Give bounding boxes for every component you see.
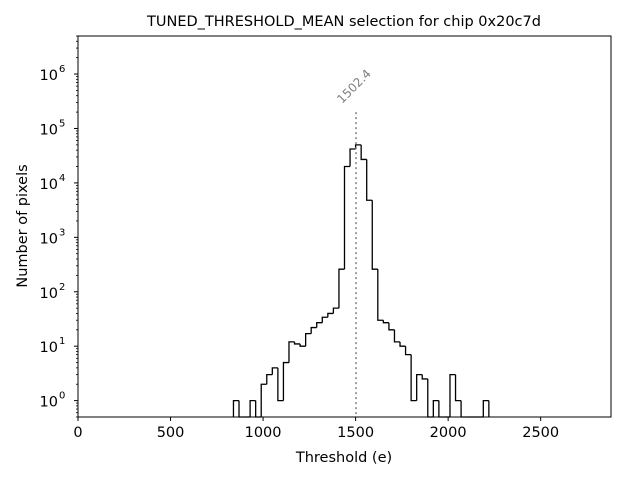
y-tick-label-exponent: 3 <box>59 227 65 238</box>
histogram-bin <box>343 165 351 270</box>
y-axis-label: Number of pixels <box>15 164 31 287</box>
histogram-bin <box>327 312 334 318</box>
y-tick-label: 10 <box>40 286 58 302</box>
histogram-bin <box>271 367 278 375</box>
histogram-bin <box>393 329 401 343</box>
histogram-bin <box>416 374 423 401</box>
histogram-bin <box>360 144 367 161</box>
y-tick-label: 10 <box>40 395 58 411</box>
y-tick-label: 10 <box>40 68 58 84</box>
y-tick-label: 10 <box>40 340 58 356</box>
histogram-bin <box>266 374 273 385</box>
histogram-bin <box>316 322 323 328</box>
histogram-bin <box>454 374 462 402</box>
y-tick-label-exponent: 2 <box>59 282 65 293</box>
histogram-bin <box>349 148 356 167</box>
histogram-bin <box>421 374 428 380</box>
y-tick-label: 10 <box>40 177 58 193</box>
histogram-bin <box>388 322 395 331</box>
histogram-bin <box>482 399 489 417</box>
histogram-bin <box>332 307 339 314</box>
histogram-bin <box>399 341 406 347</box>
y-tick-label-exponent: 4 <box>59 173 65 184</box>
x-tick-label: 500 <box>157 425 185 441</box>
histogram-bin <box>377 269 384 321</box>
histogram-bin <box>293 341 301 345</box>
y-tick-label-exponent: 0 <box>59 391 65 402</box>
x-tick-label: 1500 <box>337 425 374 441</box>
histogram-bin <box>382 320 389 324</box>
histogram-bin <box>299 343 306 347</box>
histogram-bin <box>338 268 345 309</box>
histogram-bin <box>432 399 439 417</box>
x-tick-label: 0 <box>73 425 82 441</box>
histogram-bin <box>232 399 240 417</box>
histogram-bin <box>449 374 456 417</box>
histogram-bin <box>304 332 312 347</box>
histogram-bin <box>321 316 328 323</box>
histogram-bin <box>282 361 289 401</box>
y-tick-label: 10 <box>40 231 58 247</box>
histogram-bin <box>310 326 317 334</box>
histogram-bin <box>404 346 412 356</box>
x-axis-label: Threshold (e) <box>295 450 392 466</box>
y-tick-label-exponent: 1 <box>59 336 65 347</box>
y-tick-label-exponent: 6 <box>59 64 65 75</box>
x-tick-label: 2500 <box>522 425 559 441</box>
histogram-bin <box>277 367 284 402</box>
histogram-bin <box>288 341 295 363</box>
chart-title: TUNED_THRESHOLD_MEAN selection for chip … <box>146 14 541 30</box>
y-tick-label-exponent: 5 <box>59 118 65 129</box>
histogram-bin <box>366 159 373 201</box>
histogram-bin <box>260 383 267 417</box>
plot-frame <box>77 35 612 418</box>
x-tick-label: 2000 <box>430 425 467 441</box>
x-tick-label: 1000 <box>245 425 282 441</box>
histogram-bin <box>249 399 256 417</box>
histogram-bin <box>410 354 417 402</box>
y-tick-label: 10 <box>40 122 58 138</box>
histogram-bin <box>371 200 378 270</box>
